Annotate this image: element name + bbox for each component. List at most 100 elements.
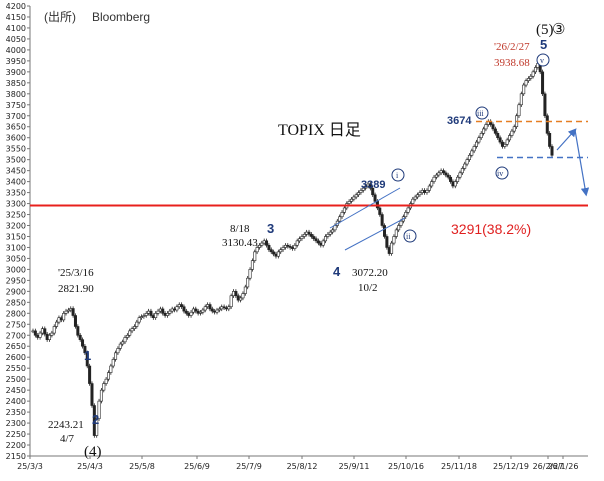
candle-body bbox=[371, 187, 375, 196]
candle-body bbox=[198, 311, 202, 314]
candle-body bbox=[147, 310, 151, 314]
candle-body bbox=[503, 143, 507, 147]
candle-body bbox=[467, 154, 471, 160]
candle-body bbox=[168, 310, 172, 314]
candle-body bbox=[397, 225, 401, 231]
candle-body bbox=[208, 304, 212, 310]
candle-body bbox=[203, 306, 207, 311]
candle-body bbox=[465, 159, 469, 165]
candle-body bbox=[550, 146, 554, 156]
candle-body bbox=[118, 343, 122, 349]
candle-body bbox=[349, 198, 353, 202]
candle-body bbox=[111, 359, 115, 367]
candle-body bbox=[477, 137, 481, 143]
candle-body bbox=[114, 352, 118, 360]
x-tick-label: 25/3/3 bbox=[17, 462, 43, 471]
y-tick-label: 3850 bbox=[6, 79, 26, 88]
candle-body bbox=[161, 308, 165, 314]
candle-body bbox=[123, 337, 127, 343]
candle-body bbox=[239, 297, 243, 301]
y-tick-label: 3450 bbox=[6, 167, 26, 176]
ann-value-low: 2243.21 bbox=[48, 419, 84, 431]
candle-body bbox=[368, 183, 372, 189]
candle-body bbox=[444, 172, 448, 176]
wave-label-4: 4 bbox=[333, 264, 341, 279]
candle-body bbox=[243, 286, 247, 294]
candle-body bbox=[220, 306, 224, 310]
candle-body bbox=[439, 170, 443, 174]
ann-value-peak1: 2821.90 bbox=[58, 283, 94, 295]
candle-body bbox=[529, 75, 533, 79]
candle-body bbox=[390, 242, 394, 254]
candle-body bbox=[470, 150, 474, 156]
ann-value-aug: 3130.43 bbox=[222, 237, 258, 249]
projection-up-arrow bbox=[556, 128, 577, 151]
candle-body bbox=[250, 260, 254, 270]
candle-body bbox=[248, 269, 252, 279]
candle-body bbox=[352, 196, 356, 200]
candle-body bbox=[213, 310, 217, 313]
y-tick-label: 4150 bbox=[6, 13, 26, 22]
ann-date-top: '26/2/27 bbox=[494, 41, 530, 53]
candle-body bbox=[132, 326, 136, 329]
roman-v-marker: v bbox=[536, 53, 550, 67]
ann-value-oct: 3072.20 bbox=[352, 267, 388, 279]
candle-body bbox=[432, 176, 436, 182]
candle-body bbox=[524, 80, 528, 86]
candle-body bbox=[453, 181, 457, 187]
candle-body bbox=[48, 334, 52, 340]
candle-body bbox=[321, 240, 325, 246]
candle-body bbox=[446, 174, 450, 178]
candle-body bbox=[324, 236, 328, 242]
y-tick-label: 3800 bbox=[6, 90, 26, 99]
candle-body bbox=[420, 190, 424, 193]
candle-body bbox=[40, 328, 44, 334]
roman-ii-marker: ii bbox=[403, 229, 417, 243]
candle-body bbox=[399, 220, 403, 226]
svg-text:iii: iii bbox=[477, 109, 484, 118]
y-tick-label: 3300 bbox=[6, 200, 26, 209]
candle-body bbox=[59, 317, 63, 321]
candle-body bbox=[144, 313, 148, 316]
candle-body bbox=[158, 308, 162, 312]
y-tick-label: 4000 bbox=[6, 46, 26, 55]
candle-body bbox=[347, 201, 351, 204]
y-tick-label: 3250 bbox=[6, 211, 26, 220]
candle-body bbox=[182, 306, 186, 312]
candle-body bbox=[441, 170, 445, 174]
candle-body bbox=[191, 308, 195, 313]
y-tick-label: 3400 bbox=[6, 178, 26, 187]
y-tick-label: 3200 bbox=[6, 222, 26, 231]
candle-body bbox=[43, 328, 47, 335]
y-tick-label: 3700 bbox=[6, 112, 26, 121]
candle-body bbox=[309, 233, 313, 237]
candle-body bbox=[257, 244, 261, 248]
y-tick-label: 2800 bbox=[6, 309, 26, 318]
candle-body bbox=[416, 194, 420, 198]
candle-body bbox=[121, 341, 125, 345]
candle-body bbox=[418, 192, 422, 196]
y-tick-label: 2200 bbox=[6, 441, 26, 450]
candle-body bbox=[260, 242, 264, 246]
candle-body bbox=[154, 313, 158, 319]
candle-body bbox=[392, 236, 396, 244]
candle-body bbox=[269, 249, 273, 253]
candle-body bbox=[425, 190, 429, 193]
candle-body bbox=[38, 332, 42, 338]
source-label: (出所) bbox=[44, 10, 76, 24]
candle-body bbox=[305, 231, 309, 235]
y-tick-label: 2750 bbox=[6, 320, 26, 329]
support-label: 3291(38.2%) bbox=[451, 221, 531, 237]
candle-body bbox=[531, 71, 535, 77]
level-3674: 3674 bbox=[447, 115, 472, 127]
y-tick-label: 3350 bbox=[6, 189, 26, 198]
candle-body bbox=[373, 194, 377, 202]
candle-body bbox=[522, 84, 526, 95]
y-tick-label: 2900 bbox=[6, 287, 26, 296]
y-tick-label: 2600 bbox=[6, 353, 26, 362]
candle-body bbox=[99, 389, 103, 402]
candle-body bbox=[385, 236, 389, 248]
candle-body bbox=[475, 141, 479, 147]
y-tick-label: 2650 bbox=[6, 342, 26, 351]
